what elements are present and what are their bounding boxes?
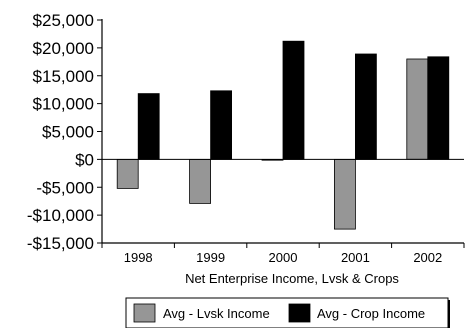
y-tick-label: -$5,000	[36, 178, 94, 197]
bar-crop-1998	[137, 93, 160, 160]
x-tick-label-2000: 2000	[269, 250, 298, 265]
y-tick-label: -$15,000	[27, 234, 94, 253]
bar-crop-2002	[427, 56, 450, 160]
x-tick-label-1998: 1998	[124, 250, 153, 265]
x-axis-label: Net Enterprise Income, Lvsk & Crops	[185, 271, 399, 286]
x-tick-label-2001: 2001	[341, 250, 370, 265]
legend-swatch-lvsk	[133, 303, 156, 323]
legend-label-lvsk: Avg - Lvsk Income	[163, 306, 270, 321]
x-tick-label-2002: 2002	[413, 250, 442, 265]
y-tick-label: -$10,000	[27, 206, 94, 225]
y-tick-label: $0	[75, 150, 94, 169]
legend-label-crop: Avg - Crop Income	[317, 306, 425, 321]
y-tick-label: $15,000	[33, 67, 94, 86]
legend-swatch-crop	[288, 303, 311, 323]
x-tick-labels: 1998 1999 2000 2001 2002	[124, 250, 443, 265]
bar-crop-1999	[210, 90, 233, 160]
y-tick-labels: $25,000 $20,000 $15,000 $10,000 $5,000 $0 -$5,…	[27, 11, 94, 253]
bar-crop-2000	[282, 40, 305, 160]
bar-lvsk-2002	[406, 58, 429, 160]
bars-layer	[116, 40, 450, 230]
x-tick-label-1999: 1999	[196, 250, 225, 265]
bar-crop-2001	[354, 53, 377, 160]
y-tick-label: $20,000	[33, 39, 94, 58]
y-tick-label: $10,000	[33, 95, 94, 114]
y-tick-label: $25,000	[33, 11, 94, 30]
legend-box	[125, 297, 449, 328]
axes-layer	[97, 19, 465, 248]
legend: Avg - Lvsk Income Avg - Crop Income	[125, 297, 450, 328]
bar-lvsk-1999	[189, 158, 212, 204]
bar-lvsk-2001	[333, 158, 356, 230]
bar-lvsk-1998	[116, 158, 139, 189]
y-tick-label: $5,000	[42, 123, 94, 142]
